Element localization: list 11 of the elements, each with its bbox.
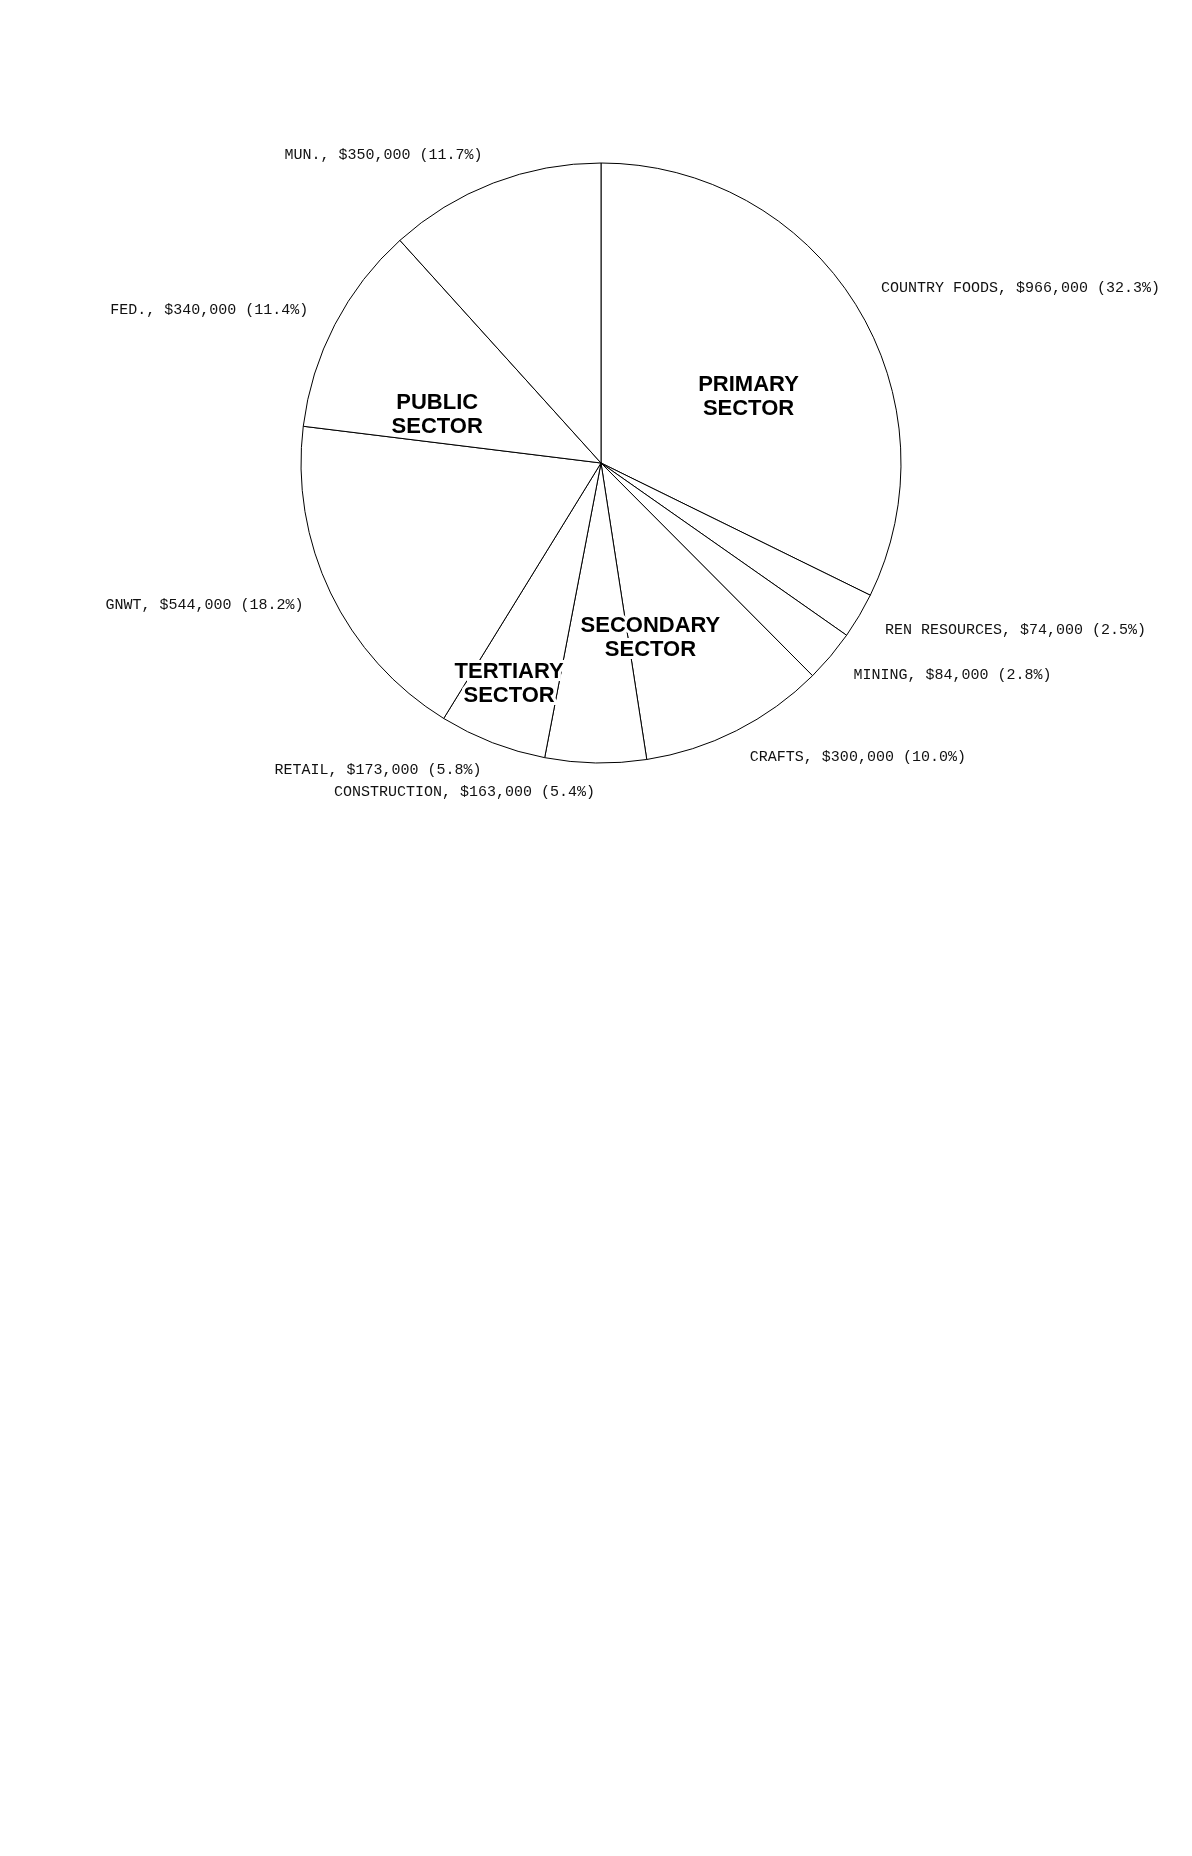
slice-label: CONSTRUCTION, $163,000 (5.4%)	[334, 784, 596, 802]
slice-label: MUN., $350,000 (11.7%)	[284, 146, 483, 164]
text: PUBLIC SECTOR	[391, 388, 483, 438]
slice-label: REN RESOURCES, $74,000 (2.5%)	[885, 622, 1147, 640]
slice-label: CRAFTS, $300,000 (10.0%)	[749, 749, 966, 767]
slice-label: RETAIL, $173,000 (5.8%)	[274, 762, 482, 780]
slice-label: GNWT, $544,000 (18.2%)	[105, 597, 304, 615]
text: PRIMARY SECTOR	[698, 370, 800, 420]
slice-label: COUNTRY FOODS, $966,000 (32.3%)	[881, 280, 1161, 297]
slice-label: MINING, $84,000 (2.8%)	[853, 667, 1052, 685]
slice-label: FED., $340,000 (11.4%)	[110, 302, 309, 320]
